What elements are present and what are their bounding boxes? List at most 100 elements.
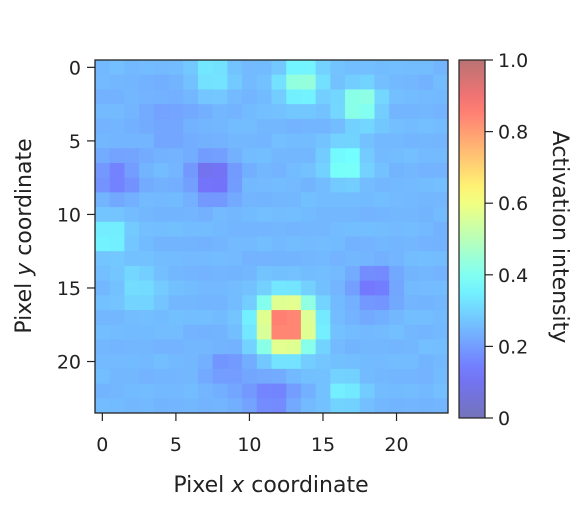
- heatmap-cell: [403, 265, 420, 282]
- heatmap-cell: [374, 148, 390, 164]
- heatmap-cell: [95, 148, 111, 164]
- heatmap-cell: [197, 251, 214, 267]
- heatmap-cell: [418, 74, 434, 90]
- heatmap-cell: [286, 383, 302, 399]
- heatmap-cell: [315, 354, 331, 370]
- heatmap-cell: [286, 104, 302, 120]
- heatmap-cell: [168, 310, 184, 326]
- heatmap-cell: [242, 324, 258, 340]
- heatmap-cell: [330, 368, 346, 385]
- heatmap-cell: [153, 236, 170, 252]
- heatmap-cell: [359, 354, 375, 370]
- heatmap-cell: [139, 368, 155, 385]
- heatmap-cell: [271, 324, 287, 340]
- heatmap-cell: [345, 177, 361, 193]
- heatmap-cell: [433, 383, 449, 399]
- heatmap-cell: [242, 89, 258, 105]
- heatmap-cell: [433, 324, 449, 340]
- heatmap-cell: [256, 192, 272, 208]
- heatmap-cell: [227, 148, 243, 164]
- heatmap-cell: [286, 118, 302, 135]
- heatmap-cell: [300, 221, 317, 237]
- heatmap-cell: [153, 74, 170, 90]
- heatmap-cell: [212, 104, 228, 120]
- heatmap-cell: [256, 221, 272, 237]
- x-tick-label: 15: [311, 434, 335, 456]
- heatmap-cell: [124, 251, 140, 267]
- heatmap-cell: [315, 89, 331, 105]
- heatmap-cell: [168, 148, 184, 164]
- heatmap-cell: [256, 383, 272, 399]
- heatmap-cell: [403, 383, 420, 399]
- y-tick-label: 10: [57, 204, 81, 226]
- heatmap-cell: [374, 133, 390, 149]
- heatmap-cell: [109, 89, 125, 105]
- heatmap-cell: [315, 148, 331, 164]
- heatmap-cell: [389, 310, 405, 326]
- heatmap-cell: [374, 207, 390, 223]
- y-tick-label: 5: [69, 131, 81, 153]
- heatmap-cell: [345, 162, 361, 179]
- heatmap-cell: [403, 162, 420, 179]
- heatmap-cell: [403, 310, 420, 326]
- heatmap-cell: [403, 398, 420, 414]
- heatmap-cell: [197, 177, 214, 193]
- heatmap-cell: [242, 177, 258, 193]
- heatmap-cell: [271, 368, 287, 385]
- heatmap-cell: [345, 310, 361, 326]
- heatmap-cell: [418, 310, 434, 326]
- heatmap-cell: [256, 368, 272, 385]
- heatmap-cell: [139, 133, 155, 149]
- heatmap-cell: [95, 339, 111, 355]
- heatmap-cell: [359, 398, 375, 414]
- heatmap-cell: [124, 221, 140, 237]
- heatmap-cell: [271, 133, 287, 149]
- heatmap-cell: [168, 383, 184, 399]
- heatmap-cell: [168, 236, 184, 252]
- heatmap-cell: [139, 118, 155, 135]
- heatmap-cell: [227, 74, 243, 90]
- heatmap-cell: [330, 207, 346, 223]
- heatmap-cell: [212, 295, 228, 311]
- heatmap-cell: [330, 104, 346, 120]
- heatmap-cell: [153, 133, 170, 149]
- heatmap-cell: [403, 280, 420, 296]
- heatmap-cell: [212, 192, 228, 208]
- heatmap-cell: [227, 280, 243, 296]
- heatmap-cell: [183, 354, 199, 370]
- heatmap-cell: [256, 354, 272, 370]
- heatmap-cell: [300, 236, 317, 252]
- heatmap-cell: [139, 324, 155, 340]
- heatmap-cell: [197, 60, 214, 76]
- heatmap-cell: [433, 236, 449, 252]
- heatmap-cell: [345, 60, 361, 76]
- heatmap-cell: [183, 383, 199, 399]
- heatmap-cell: [374, 221, 390, 237]
- heatmap-cell: [212, 60, 228, 76]
- heatmap-cell: [95, 60, 111, 76]
- heatmap-cell: [95, 398, 111, 414]
- heatmap-cell: [124, 74, 140, 90]
- heatmap-cell: [227, 60, 243, 76]
- heatmap-cell: [242, 74, 258, 90]
- heatmap-cell: [109, 177, 125, 193]
- heatmap-cell: [418, 148, 434, 164]
- heatmap-cell: [418, 265, 434, 282]
- heatmap-cell: [139, 339, 155, 355]
- heatmap-cell: [153, 60, 170, 76]
- heatmap-cell: [345, 236, 361, 252]
- heatmap-cell: [242, 251, 258, 267]
- heatmap-cell: [330, 354, 346, 370]
- heatmap-cell: [197, 339, 214, 355]
- heatmap-cell: [256, 339, 272, 355]
- heatmap-cell: [374, 192, 390, 208]
- heatmap-cell: [359, 310, 375, 326]
- heatmap-cell: [418, 177, 434, 193]
- heatmap-cell: [242, 383, 258, 399]
- heatmap-cell: [433, 265, 449, 282]
- y-axis-label: Pixel y coordinate: [12, 138, 37, 333]
- x-axis-label: Pixel x coordinate: [173, 473, 368, 498]
- heatmap-cell: [139, 177, 155, 193]
- heatmap-cell: [418, 236, 434, 252]
- heatmap-cell: [374, 295, 390, 311]
